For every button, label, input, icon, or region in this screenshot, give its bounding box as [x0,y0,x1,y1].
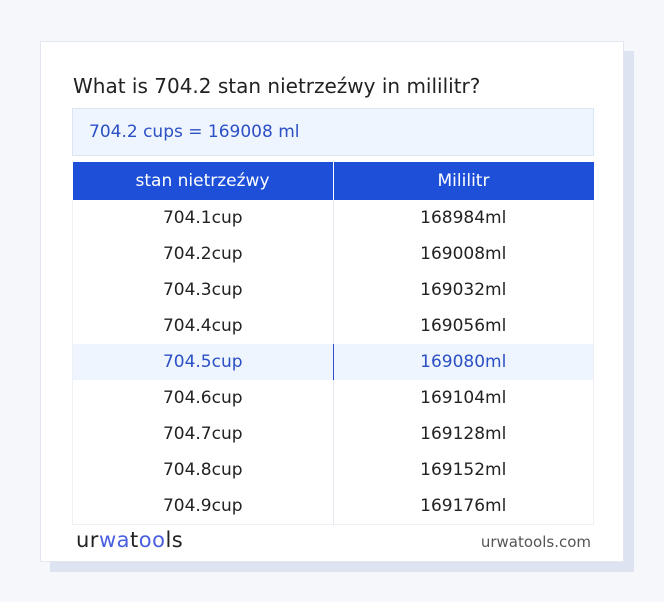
table-cell: 704.9cup [162,496,243,516]
table-row: 704.4cup 169056ml [73,308,594,344]
table-row: 704.5cup 169080ml [72,344,594,380]
table-row: 704.8cup 169152ml [73,452,594,488]
result-box: 704.2 cups = 169008 ml [72,108,594,156]
table-cell: 169032ml [332,272,594,308]
table-cell: 169128ml [332,416,594,452]
table-cell: 704.3cup [162,280,243,300]
table-cell: 704.1cup [162,208,243,228]
table-cell: 704.8cup [162,460,243,480]
table-cell: 704.2cup [162,244,243,264]
table-cell: 704.4cup [162,316,243,336]
table-row: 704.3cup 169032ml [73,272,594,308]
table-cell: 169080ml [332,344,594,380]
column-header: stan nietrzeźwy [72,162,333,200]
table-cell: 704.7cup [162,424,243,444]
table-row: 704.2cup 169008ml [73,236,594,272]
table-row: 704.6cup 169104ml [73,380,594,416]
urwatools-logo[interactable]: urwatools [76,528,184,552]
table-cell: 169176ml [332,488,594,525]
table-cell: 169008ml [332,236,594,272]
table-cell: 168984ml [332,200,594,236]
table-cell: 169104ml [332,380,594,416]
column-header: Mililitr [332,162,594,200]
table-row: 704.1cup 168984ml [73,200,594,236]
table-cell: 169056ml [332,308,594,344]
page-title: What is 704.2 stan nietrzeźwy in mililit… [73,74,481,98]
site-link[interactable]: urwatools.com [480,533,591,551]
conversion-table: stan nietrzeźwy Mililitr 704.1cup 168984m… [72,162,594,525]
table-cell: 169152ml [332,452,594,488]
table-row: 704.7cup 169128ml [73,416,594,452]
table-cell: 704.6cup [162,388,243,408]
table-row: 704.9cup 169176ml [73,488,594,525]
converter-card: What is 704.2 stan nietrzeźwy in mililit… [40,41,624,562]
table-cell: 704.5cup [72,344,333,380]
